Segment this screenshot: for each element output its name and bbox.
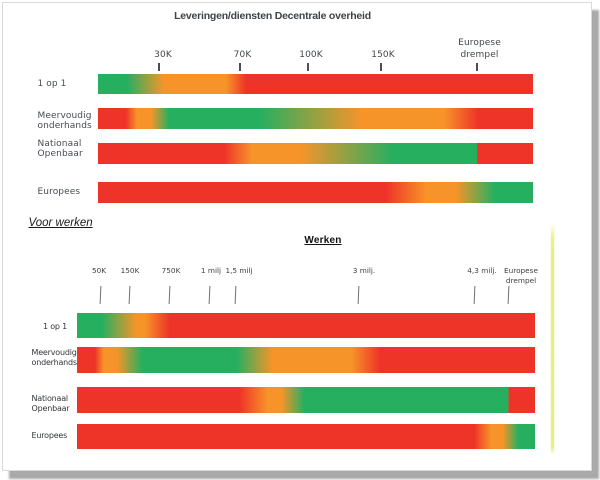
axis-tick-70k [239, 63, 241, 71]
axis-tick-label-750k: 750K [161, 265, 181, 275]
bar-europees [98, 182, 533, 203]
chart-werken-title: Werken [304, 235, 342, 246]
bar-1-op-1 [98, 74, 533, 94]
axis-tick-europese-drempel [476, 63, 478, 71]
axis-tick-label-150k: 150K [371, 49, 395, 60]
axis-tick-label-3-milj-: 3 milj. [352, 265, 376, 275]
row-label-meervoudig-onderhands: Meervoudig onderhands [37, 110, 92, 131]
axis-tick-label-30k: 30K [154, 49, 172, 60]
bar-meervoudig-onderhands [77, 347, 535, 373]
bar-europees [77, 424, 535, 449]
row-label-1-op-1: 1 op 1 [37, 78, 67, 89]
axis-tick-label-4-3-milj-: 4,3 milj. [467, 265, 497, 275]
chart-leveringen-title: Leveringen/diensten Decentrale overheid [174, 9, 371, 22]
axis-tick-30k [158, 63, 160, 71]
axis-tick-label-europese-drempel: Europese drempel [504, 265, 538, 285]
axis-tick-label-150k: 150K [120, 265, 140, 275]
axis-tick-europese-drempel [507, 285, 509, 305]
bar-nationaal-openbaar [77, 387, 535, 413]
axis-tick-label-50k: 50K [91, 265, 107, 275]
row-label-meervoudig-onderhands: Meervoudig onderhands [31, 347, 78, 367]
row-label-1-op-1: 1 op 1 [43, 321, 68, 331]
bar-meervoudig-onderhands [98, 108, 533, 129]
axis-tick-150k [379, 63, 382, 71]
axis-tick-100k [307, 63, 310, 71]
bar-1-op-1 [77, 313, 535, 338]
axis-tick-label-70k: 70K [233, 49, 252, 60]
row-label-europees: Europees [31, 430, 68, 440]
yellow-highlight-line [550, 225, 554, 453]
axis-tick-label-100k: 100K [299, 49, 323, 60]
axis-tick-1-5-milj [234, 285, 236, 305]
voor-werken-note: Voor werken [28, 217, 93, 229]
axis-tick-label-europese-drempel: Europese drempel [458, 38, 501, 60]
axis-tick-50k [99, 285, 101, 305]
row-label-nationaal-openbaar: Nationaal Openbaar [31, 393, 70, 413]
row-label-europees: Europees [37, 186, 81, 197]
axis-tick-label-1-milj: 1 milj [200, 265, 222, 275]
axis-tick-label-1-5-milj: 1,5 milj [225, 265, 253, 275]
bar-nationaal-openbaar [98, 143, 533, 164]
row-label-nationaal-openbaar: Nationaal Openbaar [37, 138, 83, 159]
